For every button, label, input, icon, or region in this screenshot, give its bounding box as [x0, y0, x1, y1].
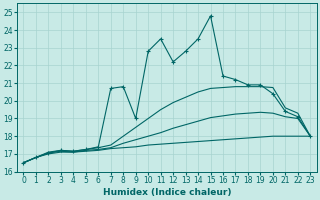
- X-axis label: Humidex (Indice chaleur): Humidex (Indice chaleur): [103, 188, 231, 197]
